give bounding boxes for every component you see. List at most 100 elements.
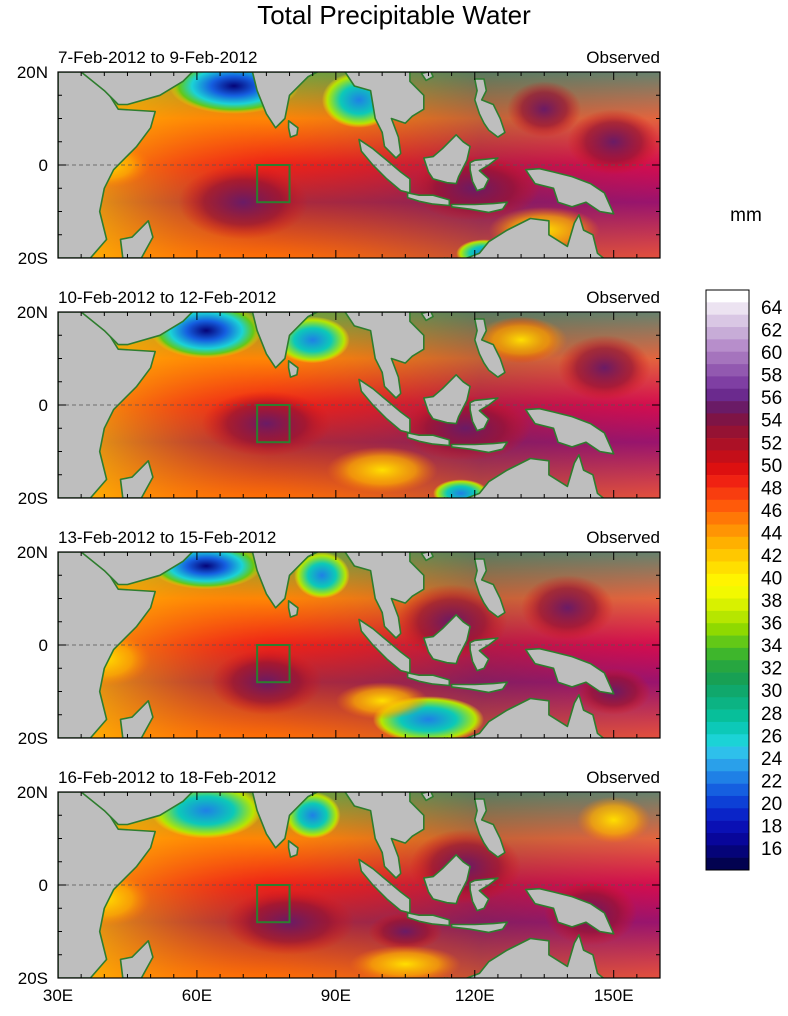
lon-label: 30E xyxy=(43,986,73,1005)
land-mass xyxy=(58,72,156,258)
land-mass xyxy=(344,552,425,639)
colorbar-tick-label: 28 xyxy=(761,704,782,725)
colorbar-cell xyxy=(706,746,749,760)
lat-label: 0 xyxy=(39,636,48,655)
land-mass xyxy=(443,453,605,498)
land-mass xyxy=(80,312,194,346)
colorbar-frame xyxy=(705,289,750,871)
colorbar-tick-label: 34 xyxy=(761,636,783,657)
colorbar-cell xyxy=(706,709,749,723)
map-panel: 10-Feb-2012 to 12-Feb-2012 Observed 20N 0 20… xyxy=(17,288,661,508)
lon-label: 60E xyxy=(182,986,212,1005)
colorbar-tick-label: 64 xyxy=(761,298,783,319)
land-mass xyxy=(119,459,154,498)
lat-label: 20S xyxy=(18,249,48,268)
land-mass xyxy=(406,192,451,207)
colorbar-tick-label: 24 xyxy=(761,749,783,770)
colorbar-cell xyxy=(706,438,749,451)
moist-region xyxy=(178,165,309,240)
colorbar-cell xyxy=(706,783,749,797)
panel-source-label: Observed xyxy=(586,288,660,307)
colorbar-cell xyxy=(706,573,749,587)
colorbar-cell xyxy=(706,647,749,661)
land-mass xyxy=(474,72,481,73)
colorbar-tick-label: 32 xyxy=(761,659,782,680)
lat-label: 20S xyxy=(18,729,48,748)
panel-date-range: 13-Feb-2012 to 15-Feb-2012 xyxy=(58,528,276,547)
colorbar-cell xyxy=(706,734,749,747)
land-mass xyxy=(473,558,506,618)
colorbar-cell xyxy=(706,462,749,476)
colorbar-cell xyxy=(706,549,749,562)
colorbar-tick-label: 52 xyxy=(761,433,782,454)
land-mass xyxy=(524,407,615,455)
land-mass xyxy=(524,647,615,695)
land-mass xyxy=(80,792,194,826)
colorbar-tick-label: 38 xyxy=(761,591,782,612)
land-mass xyxy=(58,312,156,498)
colorbar-cell xyxy=(706,610,749,624)
colorbar-tick-label: 30 xyxy=(761,681,782,702)
colorbar-tick-label: 56 xyxy=(761,388,782,409)
colorbar-tick-label: 54 xyxy=(761,411,783,432)
study-region-box xyxy=(256,884,291,924)
colorbar-cell xyxy=(706,450,749,464)
dry-region xyxy=(349,945,461,978)
land-mass xyxy=(524,887,615,935)
colorbar-tick-label: 60 xyxy=(761,343,782,364)
lon-label: 120E xyxy=(455,986,495,1005)
lon-label: 90E xyxy=(321,986,351,1005)
colorbar-cell xyxy=(706,314,749,328)
colorbar-cell xyxy=(706,425,749,439)
land-mass xyxy=(119,220,154,258)
panel-date-range: 10-Feb-2012 to 12-Feb-2012 xyxy=(58,288,276,307)
land-mass xyxy=(443,693,605,738)
colorbar-tick-label: 26 xyxy=(761,726,782,747)
colorbar-cell xyxy=(706,302,749,315)
lat-label: 20N xyxy=(17,303,48,322)
land-mass xyxy=(469,397,499,432)
dry-region xyxy=(294,552,350,599)
land-mass xyxy=(474,552,481,553)
land-mass xyxy=(344,72,425,159)
panel-source-label: Observed xyxy=(586,528,660,547)
land-mass xyxy=(80,72,194,106)
colorbar-cell xyxy=(706,475,749,488)
colorbar-cell xyxy=(706,290,749,303)
land-mass xyxy=(58,552,156,738)
land-mass xyxy=(287,120,299,138)
colorbar-tick-label: 58 xyxy=(761,366,782,387)
colorbar-cell xyxy=(706,388,749,402)
moist-region xyxy=(507,81,582,138)
colorbar-cell xyxy=(706,364,749,377)
land-mass xyxy=(287,839,299,858)
lat-label: 20N xyxy=(17,543,48,562)
colorbar-cell xyxy=(706,795,749,809)
panel-source-label: Observed xyxy=(586,768,660,787)
colorbar-tick-label: 44 xyxy=(761,523,783,544)
moist-region xyxy=(201,391,332,457)
land-mass xyxy=(473,318,506,378)
land-mass xyxy=(422,373,471,425)
land-mass xyxy=(469,877,499,912)
study-region-box xyxy=(256,164,291,204)
land-mass xyxy=(450,681,509,694)
colorbar-tick-label: 36 xyxy=(761,614,782,635)
colorbar-cell xyxy=(706,721,749,735)
study-region-box xyxy=(256,644,291,684)
lat-label: 0 xyxy=(39,876,48,895)
colorbar-tick-label: 48 xyxy=(761,478,782,499)
colorbar-cell xyxy=(706,672,749,686)
panel-date-range: 7-Feb-2012 to 9-Feb-2012 xyxy=(58,48,257,67)
land-mass xyxy=(406,672,451,687)
colorbar-cell xyxy=(706,401,749,414)
colorbar-tick-label: 22 xyxy=(761,771,782,792)
colorbar-tick-label: 46 xyxy=(761,501,782,522)
lon-label: 150E xyxy=(594,986,634,1005)
lat-label: 20S xyxy=(18,969,48,988)
colorbar-cell xyxy=(706,487,749,501)
colorbar-cell xyxy=(706,684,749,698)
colorbar-cell xyxy=(706,808,749,821)
colorbar-tick-label: 20 xyxy=(761,794,782,815)
land-mass xyxy=(287,599,299,618)
